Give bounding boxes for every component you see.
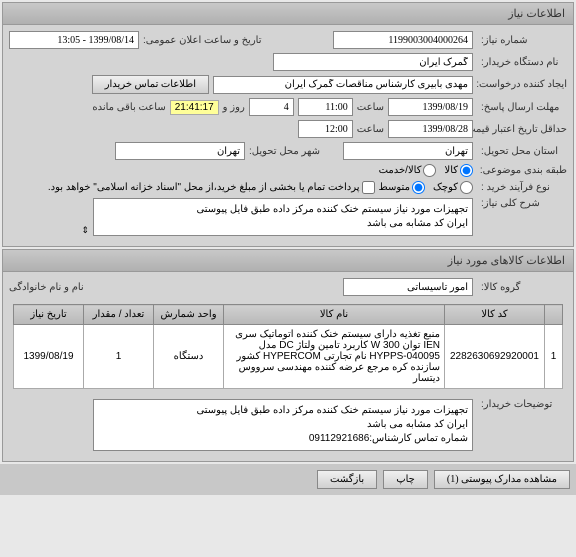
goods-radio[interactable] xyxy=(460,164,473,177)
general-desc-box: تجهیزات مورد نیاز سیستم خنک کننده مرکز د… xyxy=(93,198,473,236)
budget-label: طبقه بندی موضوعی: xyxy=(477,165,567,176)
buyer-notes-label: توضیحات خریدار: xyxy=(477,399,567,410)
back-button[interactable]: بازگشت xyxy=(317,470,377,489)
col-idx xyxy=(545,305,563,325)
delivery-prov-input[interactable] xyxy=(343,142,473,160)
remain-label: ساعت باقی مانده xyxy=(92,102,165,113)
announce-input[interactable] xyxy=(9,31,139,49)
group-label: گروه کالا: xyxy=(477,282,567,293)
panel2-header: اطلاعات کالاهای مورد نیاز xyxy=(3,250,573,272)
countdown-timer: 21:41:17 xyxy=(170,100,219,115)
col-date: تاریخ نیاز xyxy=(14,305,84,325)
service-radio-label: کالا/خدمت xyxy=(379,165,422,176)
delivery-city-input[interactable] xyxy=(115,142,245,160)
delivery-city-label: شهر محل تحویل: xyxy=(249,146,339,157)
goods-table-container: کد کالا نام کالا واحد شمارش تعداد / مقدا… xyxy=(9,300,567,393)
cell-name: منبع تغذیه دارای سیستم خنک کننده اتوماتی… xyxy=(224,325,445,389)
col-code: کد کالا xyxy=(445,305,545,325)
general-desc-label: شرح کلی نیاز: xyxy=(477,198,567,209)
creator-label: ایجاد کننده درخواست: xyxy=(477,79,567,90)
validity-hour-input[interactable] xyxy=(298,120,353,138)
buyer-notes-box: تجهیزات مورد نیاز سیستم خنک کننده مرکز د… xyxy=(93,399,473,451)
fullname-label: نام و نام خانوادگی xyxy=(9,282,84,293)
buyer-info-button[interactable]: اطلاعات تماس خریدار xyxy=(92,75,209,94)
form-section-1: شماره نیاز: تاریخ و ساعت اعلان عمومی: نا… xyxy=(3,25,573,246)
need-number-label: شماره نیاز: xyxy=(477,35,567,46)
cell-unit: دستگاه xyxy=(154,325,224,389)
proc-med-radio[interactable] xyxy=(412,181,425,194)
table-header-row: کد کالا نام کالا واحد شمارش تعداد / مقدا… xyxy=(14,305,563,325)
col-name: نام کالا xyxy=(224,305,445,325)
deadline-hour-input[interactable] xyxy=(298,98,353,116)
deadline-label: مهلت ارسال پاسخ: xyxy=(477,102,567,113)
buyer-org-label: نام دستگاه خریدار: xyxy=(477,57,567,68)
hour-label-2: ساعت xyxy=(357,124,384,135)
process-label: نوع فرآیند خرید : xyxy=(477,182,567,193)
group-input[interactable] xyxy=(343,278,473,296)
treasury-checkbox[interactable] xyxy=(362,181,375,194)
need-info-panel: اطلاعات نیاز شماره نیاز: تاریخ و ساعت اع… xyxy=(2,2,574,247)
goods-table: کد کالا نام کالا واحد شمارش تعداد / مقدا… xyxy=(13,304,563,389)
buyer-org-input[interactable] xyxy=(273,53,473,71)
budget-radio-group: کالا کالا/خدمت xyxy=(379,164,473,177)
desc-line-2: ایران کد مشابه می باشد xyxy=(98,217,468,231)
col-unit: واحد شمارش xyxy=(154,305,224,325)
need-number-input[interactable] xyxy=(333,31,473,49)
goods-radio-label: کالا xyxy=(444,165,458,176)
delivery-prov-label: استان محل تحویل: xyxy=(477,146,567,157)
days-label: روز و xyxy=(223,102,245,113)
deadline-date-input[interactable] xyxy=(388,98,473,116)
proc-med-label: متوسط xyxy=(379,182,410,193)
panel1-header: اطلاعات نیاز xyxy=(3,3,573,25)
validity-label: حداقل تاریخ اعتبار قیمت: تا تاریخ xyxy=(477,124,567,135)
service-radio[interactable] xyxy=(423,164,436,177)
scroll-hint-icon: ⇕ xyxy=(81,225,89,236)
button-row: مشاهده مدارک پیوستی (1) چاپ بازگشت xyxy=(0,464,576,495)
cell-code: 2282630692920001 xyxy=(445,325,545,389)
cell-qty: 1 xyxy=(84,325,154,389)
col-qty: تعداد / مقدار xyxy=(84,305,154,325)
table-row[interactable]: 1 2282630692920001 منبع تغذیه دارای سیست… xyxy=(14,325,563,389)
notes-line-3: شماره تماس کارشناس:09112921686 xyxy=(98,432,468,446)
hour-label-1: ساعت xyxy=(357,102,384,113)
attachments-button[interactable]: مشاهده مدارک پیوستی (1) xyxy=(434,470,570,489)
proc-small-radio[interactable] xyxy=(460,181,473,194)
form-section-2: گروه کالا: نام و نام خانوادگی کد کالا نا… xyxy=(3,272,573,461)
desc-line-1: تجهیزات مورد نیاز سیستم خنک کننده مرکز د… xyxy=(98,203,468,217)
proc-note: پرداخت تمام یا بخشی از مبلغ خرید،از محل … xyxy=(48,182,360,193)
proc-small-label: کوچک xyxy=(433,182,458,193)
cell-date: 1399/08/19 xyxy=(14,325,84,389)
notes-line-1: تجهیزات مورد نیاز سیستم خنک کننده مرکز د… xyxy=(98,404,468,418)
announce-label: تاریخ و ساعت اعلان عمومی: xyxy=(143,35,262,46)
print-button[interactable]: چاپ xyxy=(383,470,428,489)
goods-info-panel: اطلاعات کالاهای مورد نیاز گروه کالا: نام… xyxy=(2,249,574,462)
notes-line-2: ایران کد مشابه می باشد xyxy=(98,418,468,432)
cell-idx: 1 xyxy=(545,325,563,389)
validity-date-input[interactable] xyxy=(388,120,473,138)
creator-input[interactable] xyxy=(213,76,473,94)
process-radio-group: کوچک متوسط xyxy=(379,181,473,194)
days-input[interactable] xyxy=(249,98,294,116)
